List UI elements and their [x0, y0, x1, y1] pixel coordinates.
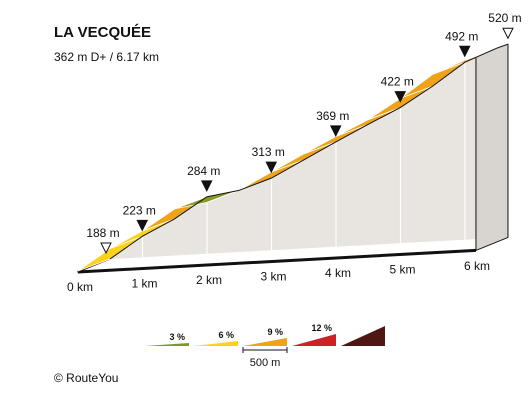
km-tick-label: 3 km — [260, 270, 286, 284]
profile-baseline — [77, 248, 477, 274]
legend-swatch — [145, 343, 189, 346]
elevation-marker-label: 369 m — [316, 109, 349, 123]
elevation-marker-label: 520 m — [488, 11, 521, 25]
km-tick-label: 1 km — [131, 277, 157, 291]
filled-triangle-marker-icon — [265, 161, 278, 174]
elevation-marker-label: 492 m — [445, 29, 478, 43]
legend-label: 6 % — [218, 330, 234, 340]
elevation-marker-label: 422 m — [381, 75, 414, 89]
legend-swatch — [243, 338, 287, 346]
filled-triangle-marker-icon — [394, 91, 407, 103]
profile-end-cap — [475, 43, 509, 252]
legend-scale-label: 500 m — [250, 357, 281, 369]
km-tick-label: 6 km — [464, 259, 490, 273]
km-tick-label: 5 km — [389, 263, 415, 277]
elevation-marker-label: 223 m — [123, 203, 156, 217]
gradient-legend: 3 % 6 % 9 % 12 % 500 m — [145, 323, 385, 369]
elevation-marker-label: 313 m — [252, 145, 285, 159]
elevation-marker-label: 188 m — [86, 226, 119, 240]
copyright-label: © RouteYou — [54, 371, 119, 385]
distance-ticks: 0 km 1 km 2 km 3 km 4 km 5 km 6 km — [67, 259, 490, 294]
chart-title: LA VECQUÉE — [54, 24, 151, 41]
legend-label: 9 % — [267, 327, 283, 337]
elevation-markers: 188 m 223 m 284 m 313 m 369 m 422 m 492 m 520 m — [86, 11, 522, 255]
legend-label: 12 % — [311, 323, 332, 333]
km-tick-label: 0 km — [67, 280, 93, 294]
profile-top-faces — [77, 43, 509, 272]
legend-label: 3 % — [169, 332, 185, 342]
chart-subtitle: 362 m D+ / 6.17 km — [54, 50, 160, 64]
filled-triangle-marker-icon — [136, 219, 149, 232]
filled-triangle-marker-icon — [329, 125, 342, 138]
legend-swatch — [292, 334, 336, 346]
legend-swatch — [341, 326, 385, 346]
open-triangle-marker-icon — [100, 242, 112, 255]
filled-triangle-marker-icon — [200, 180, 213, 193]
filled-triangle-marker-icon — [458, 45, 471, 58]
profile-side-face — [110, 44, 508, 259]
legend-swatch — [194, 341, 238, 346]
open-triangle-marker-icon — [502, 27, 514, 40]
profile-back-edge — [109, 43, 509, 260]
km-tick-label: 4 km — [325, 266, 351, 280]
elevation-marker-label: 284 m — [187, 164, 220, 178]
km-tick-label: 2 km — [196, 273, 222, 287]
